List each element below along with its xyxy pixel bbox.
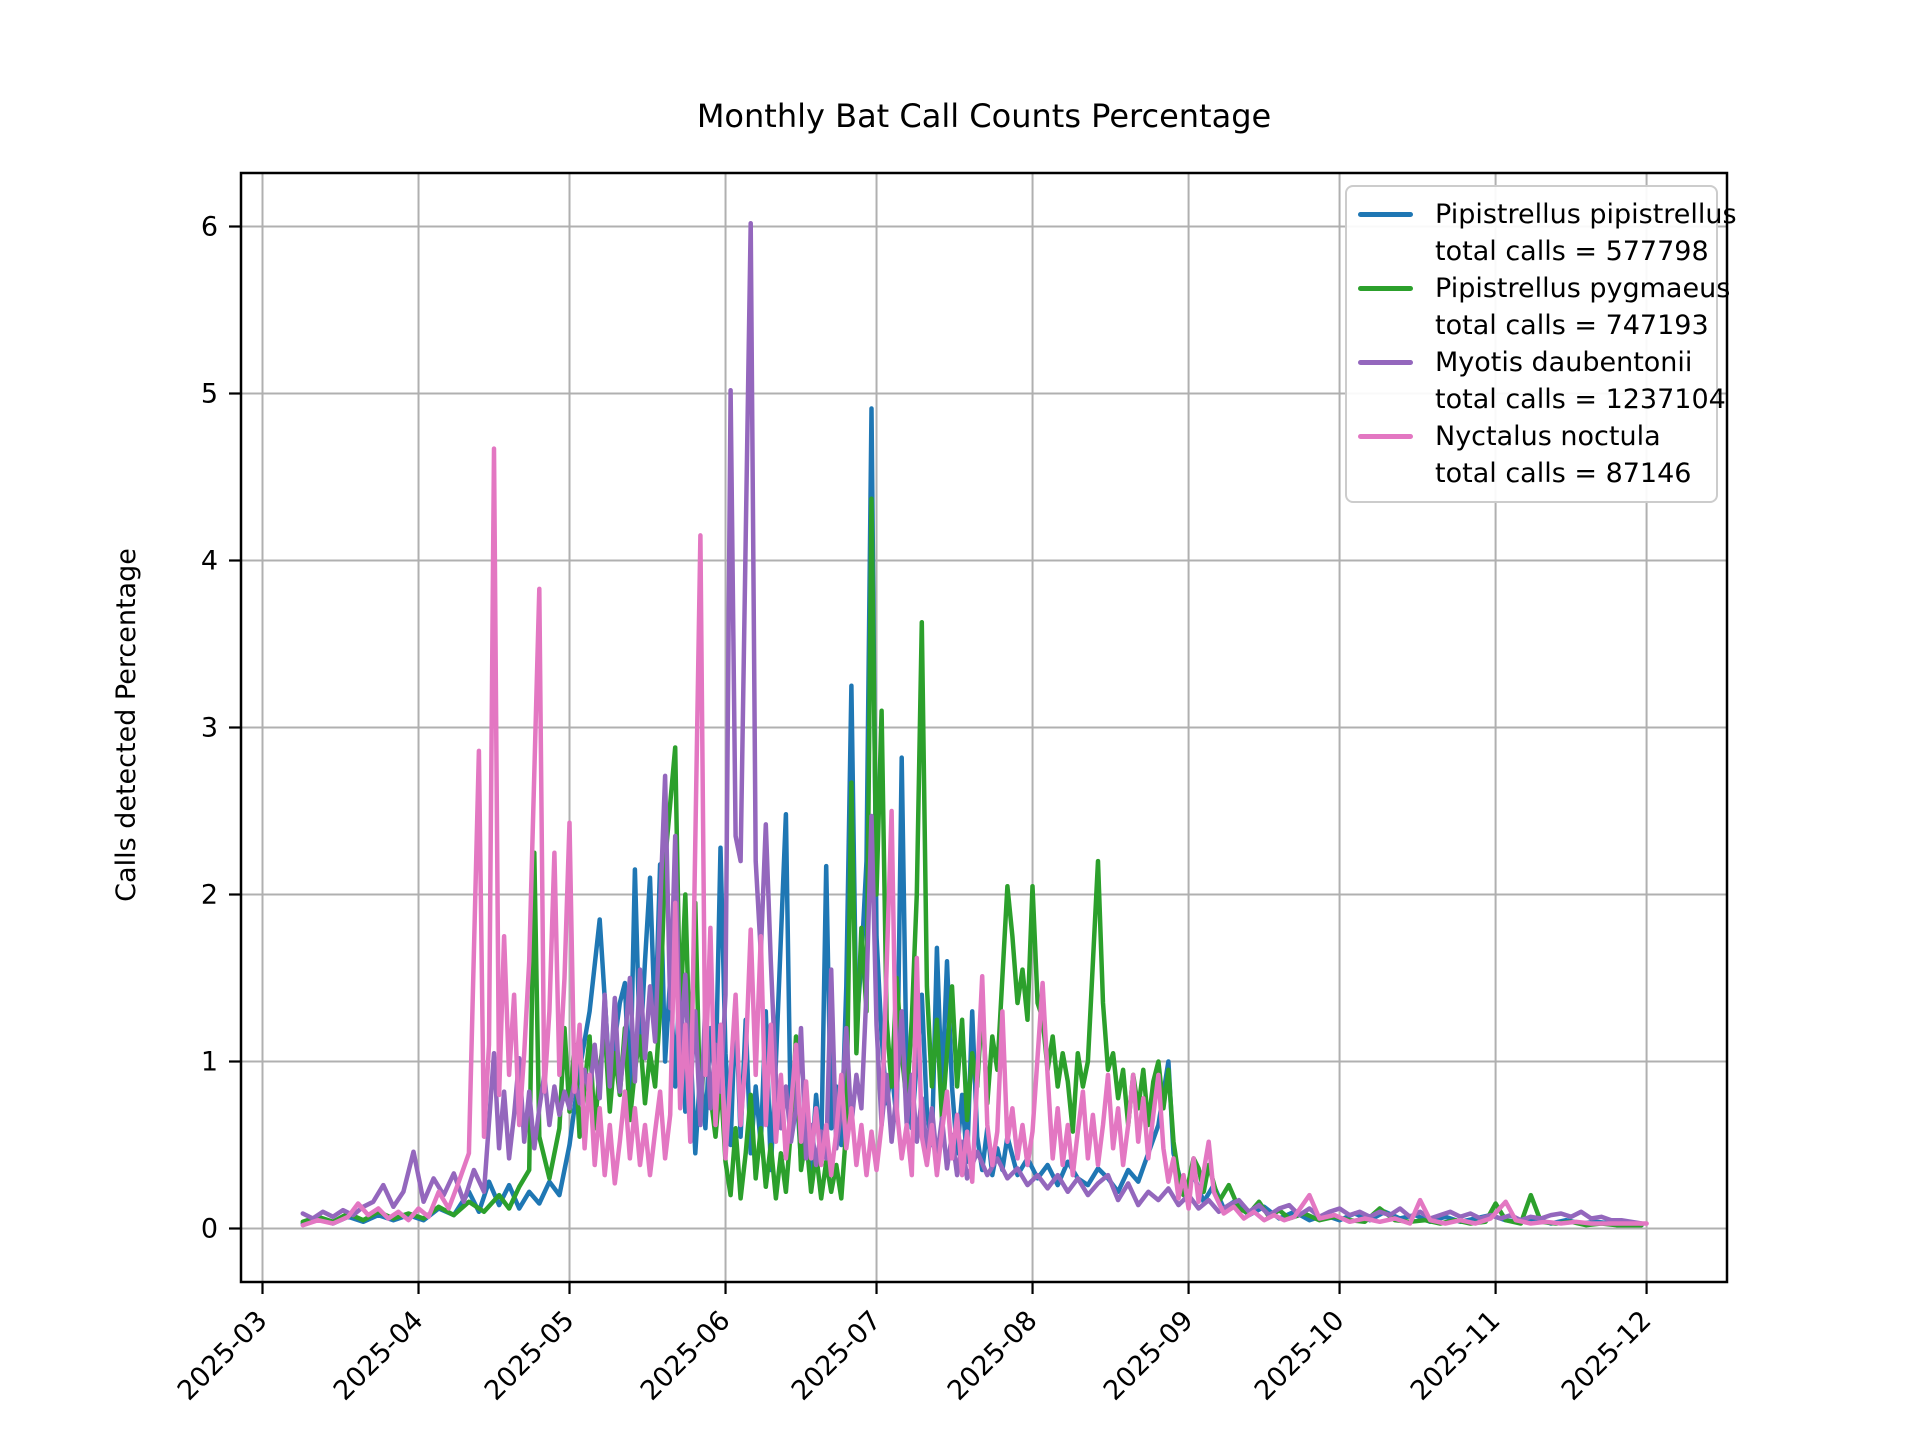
y-tick-label: 1 [201,1047,218,1078]
x-tick-label: 2025-06 [635,1305,737,1407]
legend-line-swatch [1358,434,1413,439]
legend-item: Nyctalus noctula [1358,418,1702,455]
series-lines [300,220,1649,1228]
y-tick-label: 4 [201,546,218,577]
legend-item-total: total calls = 87146 [1358,455,1702,492]
y-tick-label: 2 [201,880,218,911]
legend-total-calls-label: total calls = 577798 [1435,236,1709,267]
legend-species-label: Pipistrellus pipistrellus [1435,199,1737,230]
legend: Pipistrellus pipistrellus total calls = 5… [1345,185,1737,503]
series-line-myotis-daubentonii [300,220,1644,1226]
legend-item: Myotis daubentonii [1358,344,1702,381]
x-tick-label: 2025-03 [172,1305,274,1407]
x-tick-label: 2025-12 [1556,1305,1658,1407]
legend-total-calls-label: total calls = 747193 [1435,310,1709,341]
legend-total-calls-label: total calls = 87146 [1435,458,1692,489]
y-tick-label: 3 [201,713,218,744]
x-tick-label: 2025-08 [942,1305,1044,1407]
legend-total-calls-label: total calls = 1237104 [1435,384,1726,415]
x-tick-label: 2025-04 [328,1305,430,1407]
legend-species-label: Pipistrellus pygmaeus [1435,273,1731,304]
x-tick-label: 2025-07 [786,1305,888,1407]
legend-item-total: total calls = 577798 [1358,233,1709,270]
series-line-nyctalus-noctula [300,446,1649,1228]
legend-item: Pipistrellus pygmaeus [1358,270,1730,307]
y-tick-label: 6 [201,212,218,243]
legend-species-label: Nyctalus noctula [1435,421,1661,452]
legend-line-swatch [1358,212,1413,217]
legend-species-label: Myotis daubentonii [1435,347,1693,378]
series-line-pipistrellus-pygmaeus [300,496,1644,1228]
x-tick-label: 2025-05 [479,1305,581,1407]
x-tick-label: 2025-11 [1405,1305,1507,1407]
y-axis-label: Calls detected Percentage [111,548,142,902]
legend-item: Pipistrellus pipistrellus [1358,196,1737,233]
tick-marks [229,225,1648,1294]
chart-title: Monthly Bat Call Counts Percentage [697,97,1271,135]
x-tick-label: 2025-09 [1098,1305,1200,1407]
legend-item-total: total calls = 747193 [1358,307,1709,344]
legend-line-swatch [1358,286,1413,291]
y-tick-label: 0 [201,1214,218,1245]
legend-line-swatch [1358,360,1413,365]
y-tick-label: 5 [201,379,218,410]
legend-item-total: total calls = 1237104 [1358,381,1726,418]
x-tick-label: 2025-10 [1249,1305,1351,1407]
